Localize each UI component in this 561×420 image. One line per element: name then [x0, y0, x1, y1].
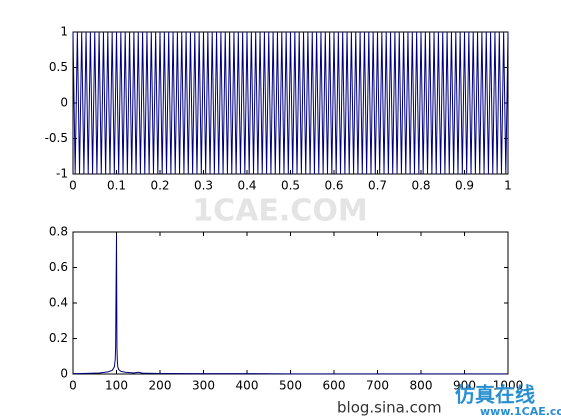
- y-tick-label: -1: [56, 167, 68, 181]
- signal-line: [72, 31, 509, 175]
- watermark: 仿真在线: [455, 383, 535, 407]
- x-tick-label: 0: [69, 179, 77, 193]
- x-tick-label: 1000: [493, 379, 524, 393]
- plots: 0 0.1 0.2 0.3 0.4 0.5 0.6 0.7 0.8 0.9 1-1-0.500.51…: [45, 25, 524, 393]
- y-tick-label: 1: [60, 25, 68, 39]
- x-tick-label: 0: [69, 379, 77, 393]
- x-tick-label: 0.9: [455, 179, 474, 193]
- y-tick-label: -0.5: [45, 131, 68, 145]
- x-tick-label: 1: [504, 179, 512, 193]
- y-tick-label: 0.6: [49, 260, 68, 274]
- axes-box: [72, 231, 509, 375]
- x-tick-label: 600: [323, 379, 346, 393]
- watermark: blog.sina.com: [337, 399, 442, 417]
- x-tick-label: 200: [149, 379, 172, 393]
- x-tick-label: 0.6: [324, 179, 343, 193]
- x-tick-label: 800: [410, 379, 433, 393]
- x-tick-label: 300: [192, 379, 215, 393]
- x-tick-label: 0.1: [107, 179, 126, 193]
- y-tick-label: 0.2: [49, 331, 68, 345]
- y-tick-label: 0: [60, 96, 68, 110]
- x-tick-label: 900: [453, 379, 476, 393]
- y-tick-label: 0.8: [49, 225, 68, 239]
- x-tick-label: 100: [105, 379, 128, 393]
- signal-line: [72, 235, 508, 375]
- x-tick-label: 0.2: [150, 179, 169, 193]
- x-tick-label: 0.7: [368, 179, 387, 193]
- x-tick-label: 500: [279, 379, 302, 393]
- y-tick-label: 0.5: [49, 60, 68, 74]
- x-tick-label: 400: [236, 379, 259, 393]
- watermark: www.1CAE.com: [480, 405, 561, 418]
- y-tick-label: 0.4: [49, 296, 68, 310]
- x-tick-label: 0.5: [281, 179, 300, 193]
- x-tick-label: 700: [366, 379, 389, 393]
- watermark: 1CAE.COM: [192, 194, 367, 229]
- y-tick-label: 0: [60, 367, 68, 381]
- x-tick-label: 0.4: [237, 179, 256, 193]
- x-tick-label: 0.3: [194, 179, 213, 193]
- x-tick-label: 0.8: [411, 179, 430, 193]
